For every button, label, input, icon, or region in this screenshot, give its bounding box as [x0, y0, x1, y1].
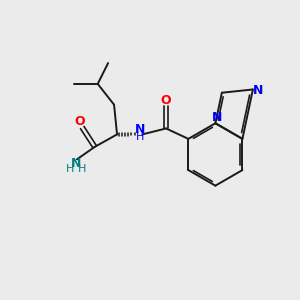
Text: H: H: [66, 164, 75, 174]
Text: O: O: [74, 115, 85, 128]
Text: N: N: [135, 122, 146, 136]
Text: N: N: [253, 84, 263, 98]
Text: O: O: [161, 94, 171, 107]
Text: H: H: [136, 132, 144, 142]
Text: N: N: [71, 157, 82, 170]
Text: N: N: [212, 111, 222, 124]
Text: H: H: [78, 164, 86, 174]
